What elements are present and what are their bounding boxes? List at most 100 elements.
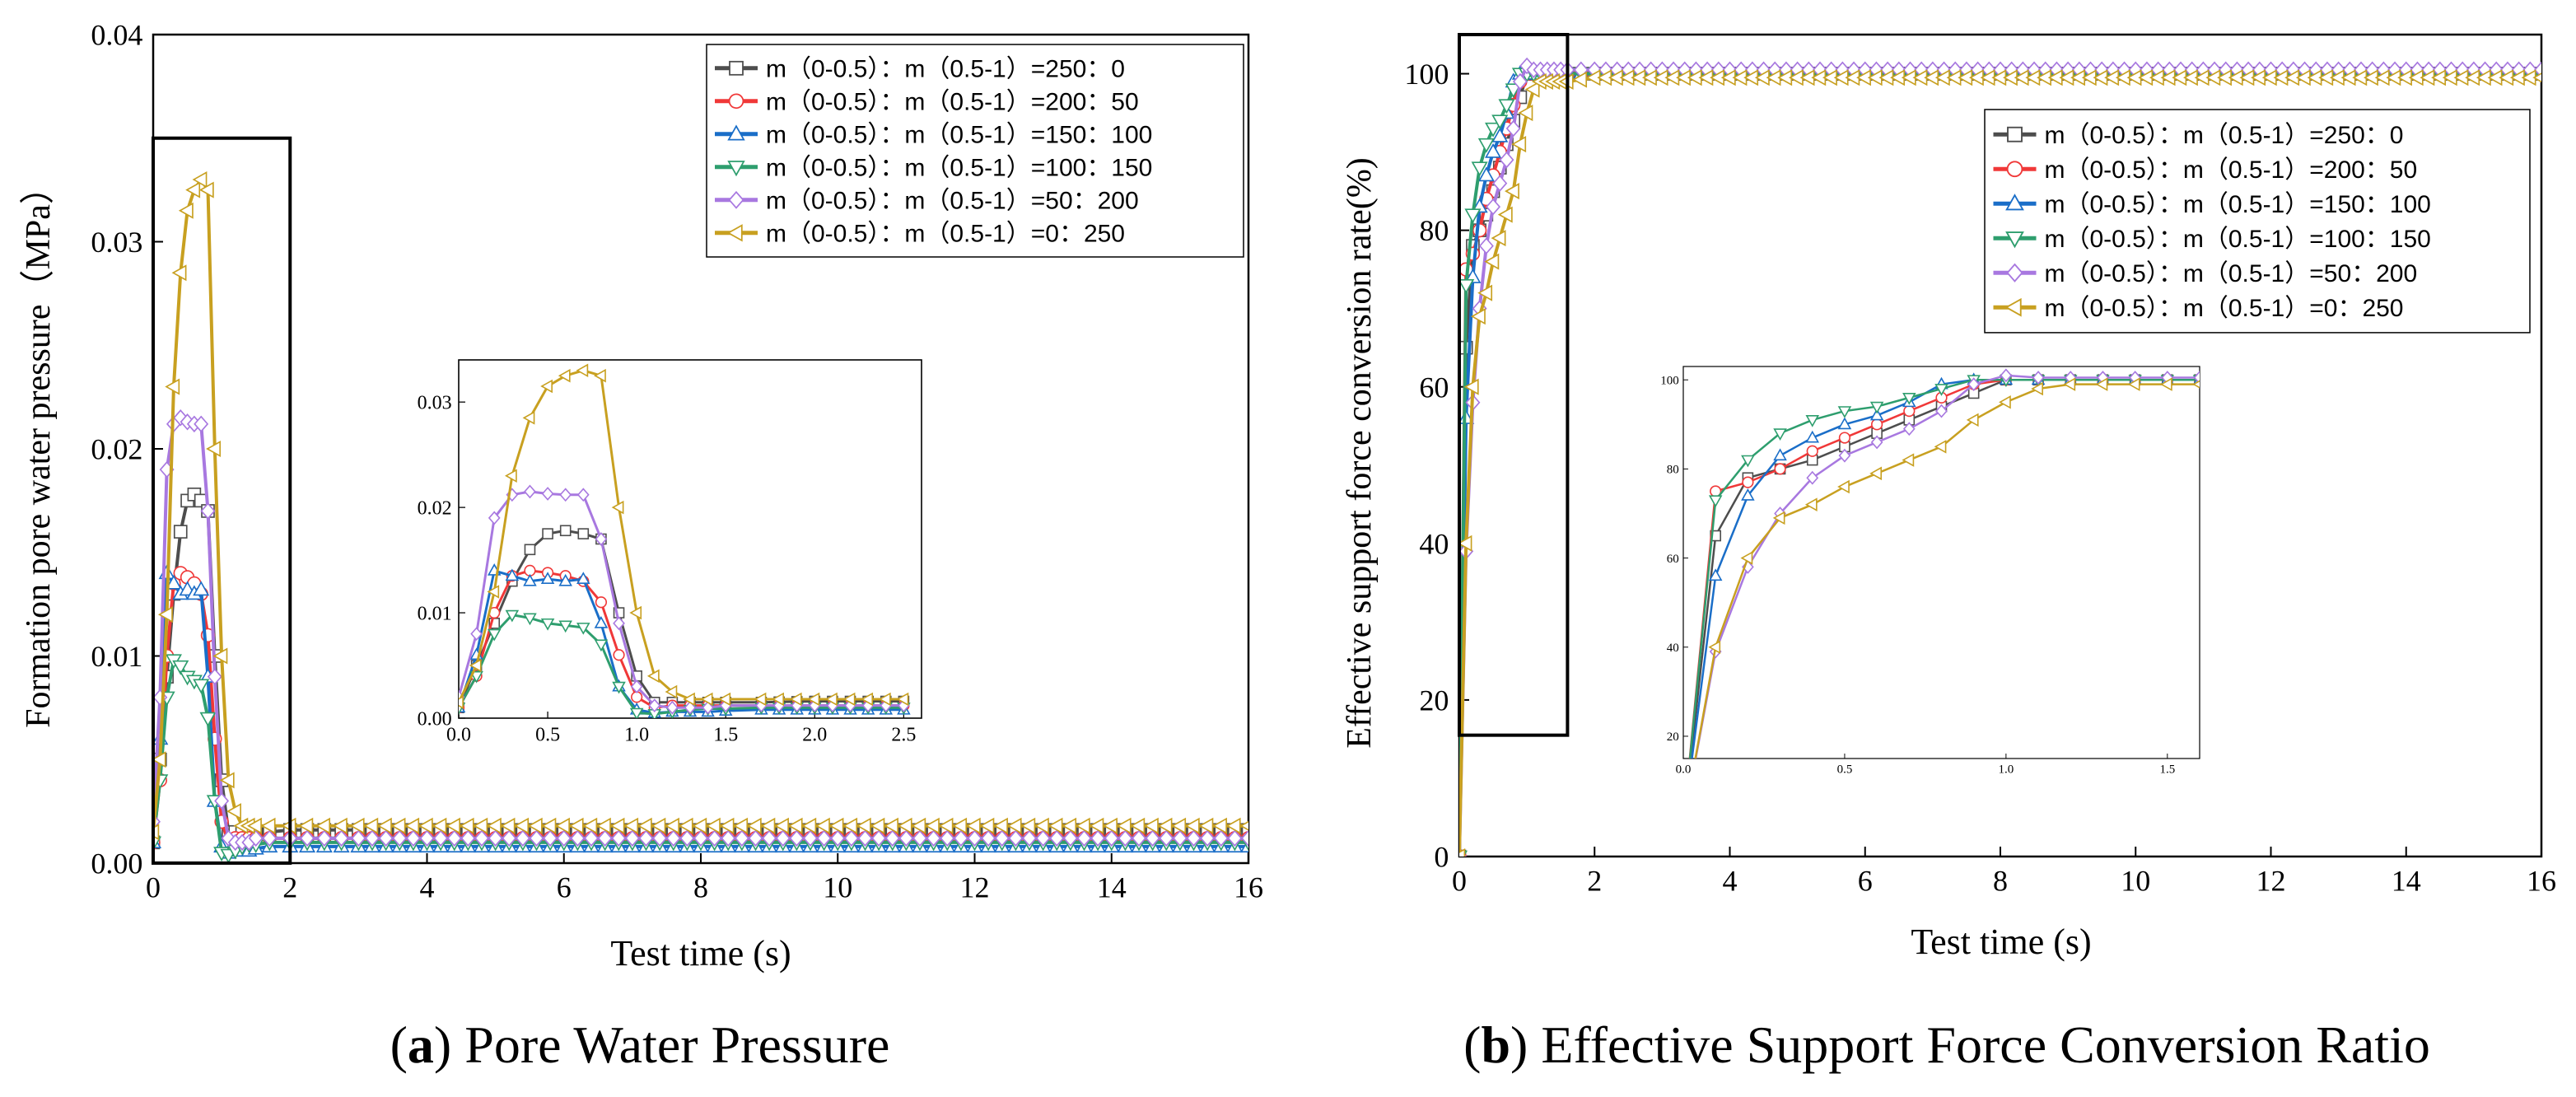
b-main-series-4-point <box>1459 278 1475 294</box>
a-main-series-5-point <box>316 829 332 847</box>
a-main-series-5-point <box>570 829 586 847</box>
b-legend-entry-6: m（0-0.5）：m（0.5-1）=0：250 <box>2045 295 2404 322</box>
a-inset-series-6-point <box>683 692 695 707</box>
a-main-series-5-point <box>597 829 613 847</box>
a-inset-series-6-point <box>665 684 678 699</box>
a-inset-series-6-point <box>522 411 535 425</box>
a-main-series-6-point <box>178 202 194 219</box>
a-main-series-5-point <box>365 829 380 847</box>
b-main-series-5-point <box>1486 198 1501 216</box>
panel-a: 0 2 4 6 8 10 12 14 16 0.00 0.01 0.02 0.03 0.04 Test ti… <box>20 19 1263 1074</box>
b-main-series-5-point <box>2534 61 2541 79</box>
a-inset-series-6-point <box>825 692 838 707</box>
a-main-series-5-point <box>584 829 599 847</box>
b-zoom-highlight-box <box>1458 33 1570 737</box>
a-main-series-5-point <box>624 829 640 847</box>
b-main-series-6-point <box>1505 183 1519 200</box>
a-inset-series-1-point <box>524 544 536 556</box>
a-inset-x-tick-label: 1.0 <box>624 725 649 746</box>
a-caption-text: Pore Water Pressure <box>451 1015 889 1074</box>
b-main-y-tick-label: 0 <box>1434 841 1449 874</box>
a-main-series-5-point <box>502 829 517 847</box>
a-main-series-6-point <box>212 647 228 665</box>
a-inset-series-2-point <box>613 649 625 661</box>
b-inset-series-3-point <box>1741 488 1755 501</box>
b-inset-series-2-point <box>1838 432 1851 444</box>
b-main-x-tick-label: 4 <box>1723 864 1738 897</box>
a-main-series-4-point <box>193 679 210 694</box>
b-main-series-6-point <box>1459 534 1472 552</box>
a-main-series-5-point <box>1159 829 1174 847</box>
a-main-series-5-point <box>721 829 736 847</box>
b-main-series-3-point <box>1477 166 1495 182</box>
b-main-series-4-point <box>1477 138 1495 153</box>
a-inset-series-4-point <box>487 628 502 642</box>
a-legend-entry-5: m（0-0.5）：m（0.5-1）=50：200 <box>766 188 1139 215</box>
a-main-series-5-point <box>419 829 435 847</box>
a-main-series-6-point <box>198 181 214 198</box>
b-main-series-6-point <box>1572 71 1588 88</box>
a-main-series-5-point <box>830 829 846 847</box>
b-inset-y-tick-label: 80 <box>1667 464 1679 477</box>
a-main-series-5-point <box>207 668 222 685</box>
a-main-series-6-point <box>1239 820 1248 831</box>
b-inset-x-tick-label: 1.5 <box>2159 763 2175 776</box>
b-main-series-6-point <box>1511 136 1527 153</box>
b-inset-series-2-point <box>1742 476 1754 488</box>
b-main-series-5-point <box>1512 72 1528 91</box>
a-inset-series-3-point <box>576 572 590 585</box>
b-main-series-3-point <box>1491 127 1509 142</box>
a-main-series-5-point <box>248 829 264 847</box>
a-main-series-5-point <box>200 502 216 520</box>
a-main-x-tick-label: 6 <box>557 871 572 903</box>
b-legend-marker-3 <box>2005 194 2024 211</box>
a-legend-entry-1: m（0-0.5）：m（0.5-1）=250：0 <box>766 56 1125 83</box>
a-zoom-highlight-box <box>152 136 292 865</box>
b-main-x-tick-label: 0 <box>1452 864 1467 897</box>
b-inset-series-6-point <box>2192 380 2200 389</box>
a-main-series-5-point <box>734 829 749 847</box>
b-main-series-4-point <box>1485 122 1502 138</box>
b-main-series-6-point <box>1524 81 1540 98</box>
a-main-series-3-point <box>165 574 182 590</box>
b-caption-open: ( <box>1463 1015 1481 1074</box>
a-legend-marker-3 <box>727 124 745 141</box>
b-inset-series-5-point <box>1806 470 1819 485</box>
b-inset-series-6-point <box>1934 440 1947 454</box>
a-main-series-5-point <box>638 829 654 847</box>
a-inset-series-6-point <box>646 669 660 684</box>
a-main-series-5-point <box>262 829 278 847</box>
a-inset-series-6-point <box>754 692 767 707</box>
a-main-series-5-point <box>940 829 955 847</box>
b-main-x-tick-label: 2 <box>1587 864 1602 897</box>
b-legend-entry-1: m（0-0.5）：m（0.5-1）=250：0 <box>2045 122 2404 149</box>
b-inset-series-6-point <box>1869 466 1883 481</box>
a-caption-open: ( <box>390 1015 408 1074</box>
b-inset-series-4-point <box>1934 384 1948 396</box>
b-main-x-tick-label: 14 <box>2392 864 2421 897</box>
a-main-series-5-point <box>392 829 408 847</box>
a-main-x-tick-label: 0 <box>146 871 161 903</box>
a-legend-marker-1 <box>729 60 744 76</box>
a-main-series-3-point <box>193 581 210 596</box>
a-main-series-5-point <box>912 829 927 847</box>
a-inset-series-6-point <box>611 500 624 515</box>
a-inset-series-6-point <box>718 692 731 707</box>
a-main-series-5-point <box>1118 829 1133 847</box>
a-inset-series-4-point <box>540 618 555 631</box>
a-legend-entry-2: m（0-0.5）：m（0.5-1）=200：50 <box>766 89 1139 116</box>
b-inset-series-2-point <box>1774 463 1786 475</box>
panel-b: 0 2 4 6 8 10 12 14 16 0 20 40 60 80 100 Test time (s) Ef… <box>1341 33 2556 1074</box>
b-main-series-6-point <box>1491 230 1506 247</box>
a-main-series-5-point <box>1035 829 1051 847</box>
a-main-series-6-point <box>315 817 331 834</box>
a-main-y-tick-label: 0.04 <box>91 19 142 52</box>
b-inset-y-tick-label: 100 <box>1660 374 1679 387</box>
b-main-y-tick-label: 80 <box>1419 214 1449 247</box>
a-inset-series-2-point <box>595 596 608 609</box>
b-inset-series-4-point <box>1837 406 1852 418</box>
b-inset-series-6-point <box>2127 377 2140 391</box>
b-main-series-6-point <box>1470 308 1486 325</box>
a-inset-series-6-point <box>558 368 571 383</box>
b-main-series-3-point <box>1485 142 1502 158</box>
